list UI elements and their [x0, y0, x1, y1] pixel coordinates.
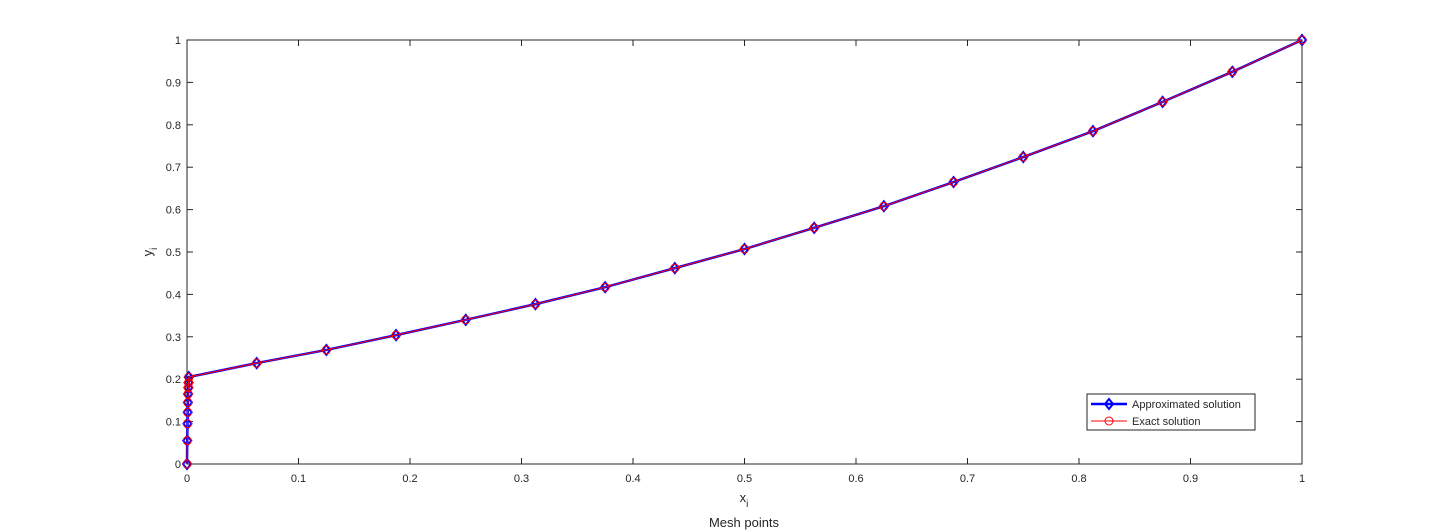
x-tick-label: 0.6 [848, 473, 863, 485]
marker [183, 389, 193, 399]
x-tick-label: 0.4 [625, 473, 640, 485]
marker [184, 378, 194, 388]
marker [530, 297, 541, 311]
series-line [186, 39, 1303, 465]
legend-marker [1104, 416, 1114, 426]
marker [1017, 150, 1029, 164]
y-tick-label: 0.6 [166, 205, 181, 217]
legend-marker [1103, 397, 1115, 411]
x-tick-label: 0.2 [402, 473, 417, 485]
marker [948, 175, 959, 189]
marker [390, 328, 402, 342]
marker [670, 263, 680, 273]
marker [599, 280, 611, 294]
marker [1018, 152, 1028, 162]
marker [1087, 124, 1099, 138]
legend-label: Approximated solution [1132, 399, 1241, 411]
legend-label: Exact solution [1132, 416, 1200, 428]
marker [183, 383, 193, 393]
marker [740, 244, 749, 254]
legend: Approximated solution Exact solution [1086, 393, 1256, 431]
marker [182, 419, 192, 429]
marker [1296, 33, 1308, 47]
x-tick-label: 0.9 [1183, 473, 1198, 485]
x-axis-label: xi [740, 490, 749, 510]
marker [460, 313, 472, 327]
marker [1158, 97, 1168, 107]
marker [252, 358, 262, 368]
marker [251, 356, 262, 370]
y-tick-label: 0.4 [166, 289, 181, 301]
marker [1088, 126, 1098, 136]
x-tick-label: 0.3 [514, 473, 529, 485]
marker [879, 201, 889, 211]
marker [739, 242, 750, 256]
x-axis-label-line2: Mesh points [709, 515, 780, 530]
x-tick-label: 0.8 [1071, 473, 1086, 485]
marker [182, 436, 192, 446]
y-tick-label: 0.8 [166, 120, 181, 132]
marker [184, 372, 194, 382]
marker [461, 315, 471, 325]
marker [391, 330, 401, 340]
y-tick-label: 0.1 [166, 417, 181, 429]
plot-area [187, 40, 1302, 464]
marker [182, 459, 192, 469]
x-tick-label: 0.7 [960, 473, 975, 485]
marker [183, 407, 193, 417]
legend-box [1086, 393, 1256, 431]
y-tick-label: 0.7 [166, 162, 181, 174]
marker [808, 221, 820, 235]
x-tick-label: 0 [184, 473, 190, 485]
y-tick-label: 0 [175, 459, 181, 471]
marker [669, 261, 681, 275]
x-tick-label: 1 [1299, 473, 1305, 485]
marker [809, 223, 819, 233]
axes-box [186, 39, 1303, 465]
marker [878, 199, 890, 213]
marker [530, 299, 540, 309]
y-label-main: y [140, 249, 155, 256]
marker [600, 282, 610, 292]
marker [181, 457, 193, 471]
marker [321, 345, 331, 355]
y-tick-label: 0.9 [166, 77, 181, 89]
y-tick-label: 0.2 [166, 374, 181, 386]
marker [1227, 67, 1237, 77]
y-tick-label: 0.3 [166, 332, 181, 344]
marker [1297, 35, 1307, 45]
y-axis-label: yi [140, 248, 160, 257]
x-label-sub: i [746, 499, 748, 510]
marker [321, 343, 332, 357]
x-tick-label: 0.5 [737, 473, 752, 485]
y-tick-label: 1 [175, 35, 181, 47]
y-tick-label: 0.5 [166, 247, 181, 259]
y-label-sub: i [149, 248, 160, 250]
x-label-main: x [740, 490, 747, 505]
marker [949, 177, 959, 187]
x-tick-label: 0.1 [291, 473, 306, 485]
